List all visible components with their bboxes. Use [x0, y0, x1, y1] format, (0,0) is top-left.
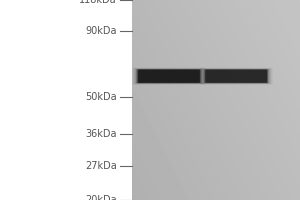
- FancyBboxPatch shape: [202, 68, 271, 84]
- FancyBboxPatch shape: [137, 69, 201, 83]
- Text: 20kDa: 20kDa: [85, 195, 117, 200]
- FancyBboxPatch shape: [136, 69, 202, 84]
- FancyBboxPatch shape: [204, 69, 268, 83]
- FancyBboxPatch shape: [138, 70, 200, 83]
- Text: 90kDa: 90kDa: [85, 26, 117, 36]
- FancyBboxPatch shape: [205, 70, 267, 83]
- FancyBboxPatch shape: [200, 68, 272, 85]
- Text: 118kDa: 118kDa: [80, 0, 117, 5]
- FancyBboxPatch shape: [133, 68, 205, 85]
- Text: 27kDa: 27kDa: [85, 161, 117, 171]
- Text: 50kDa: 50kDa: [85, 92, 117, 102]
- Text: 36kDa: 36kDa: [85, 129, 117, 139]
- FancyBboxPatch shape: [203, 69, 269, 84]
- FancyBboxPatch shape: [134, 68, 203, 84]
- Bar: [132, 0, 300, 200]
